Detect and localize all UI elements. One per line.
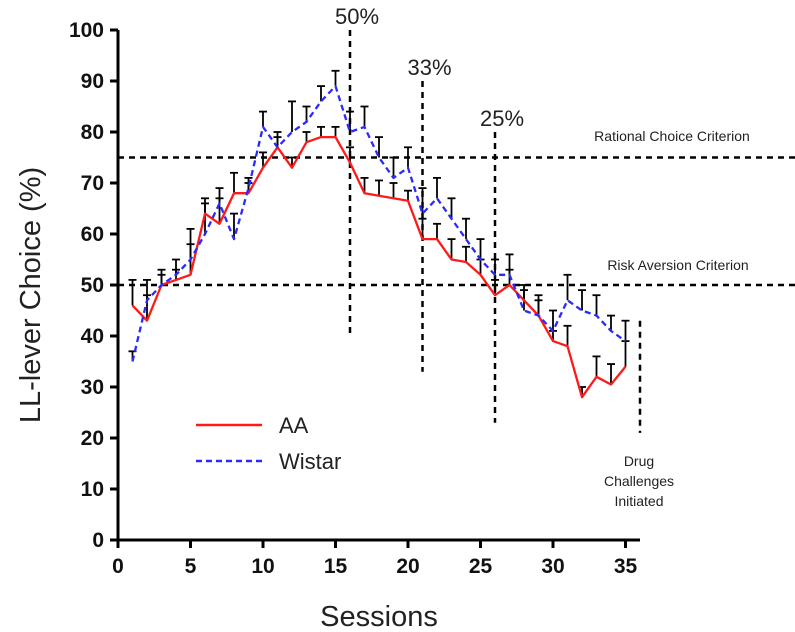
y-tick-label: 60	[81, 223, 104, 246]
x-tick-label: 5	[185, 555, 197, 578]
x-tick-label: 35	[614, 555, 638, 578]
x-tick-label: 25	[469, 555, 493, 578]
y-tick-label: 70	[81, 172, 104, 195]
annotation-labels: Rational Choice Criterion Risk Aversion C…	[335, 4, 750, 509]
x-tick-label: 30	[541, 555, 564, 578]
legend-label: Wistar	[279, 449, 341, 474]
series-line-aa	[131, 135, 627, 399]
x-axis-title: Sessions	[320, 601, 438, 632]
schedule-percent-label: 25%	[480, 106, 524, 131]
y-axis-title: LL-lever Choice (%)	[15, 167, 47, 423]
y-tick-label: 80	[81, 121, 104, 144]
drug-challenge-annotation: Challenges	[604, 473, 674, 489]
legend-label: AA	[279, 413, 309, 438]
y-tick-label: 40	[81, 325, 104, 348]
x-tick-label: 0	[112, 555, 124, 578]
drug-challenge-annotation: Drug	[624, 453, 654, 469]
x-tick-label: 15	[324, 555, 348, 578]
y-tick-label: 10	[81, 478, 104, 501]
y-tick-label: 30	[81, 376, 104, 399]
x-tick-label: 20	[396, 555, 419, 578]
criterion-label: Risk Aversion Criterion	[607, 257, 748, 273]
y-tick-label: 90	[81, 70, 104, 93]
series-line-wistar	[131, 84, 627, 362]
y-tick-label: 50	[81, 274, 104, 297]
legend: AA Wistar	[196, 413, 341, 474]
y-tick-label: 0	[92, 529, 104, 552]
axes: 0 10 20 30 40 50 60 70 80 90 100 0 5 10 15 20 25 30 35 Sess…	[15, 19, 640, 632]
schedule-percent-label: 50%	[335, 4, 379, 29]
criterion-label: Rational Choice Criterion	[594, 128, 750, 144]
y-tick-label: 100	[69, 19, 104, 42]
series-layer	[128, 69, 630, 399]
schedule-percent-label: 33%	[407, 55, 451, 80]
x-tick-label: 10	[251, 555, 274, 578]
y-tick-label: 20	[81, 427, 104, 450]
drug-challenge-annotation: Initiated	[614, 493, 663, 509]
reference-lines	[118, 30, 795, 433]
